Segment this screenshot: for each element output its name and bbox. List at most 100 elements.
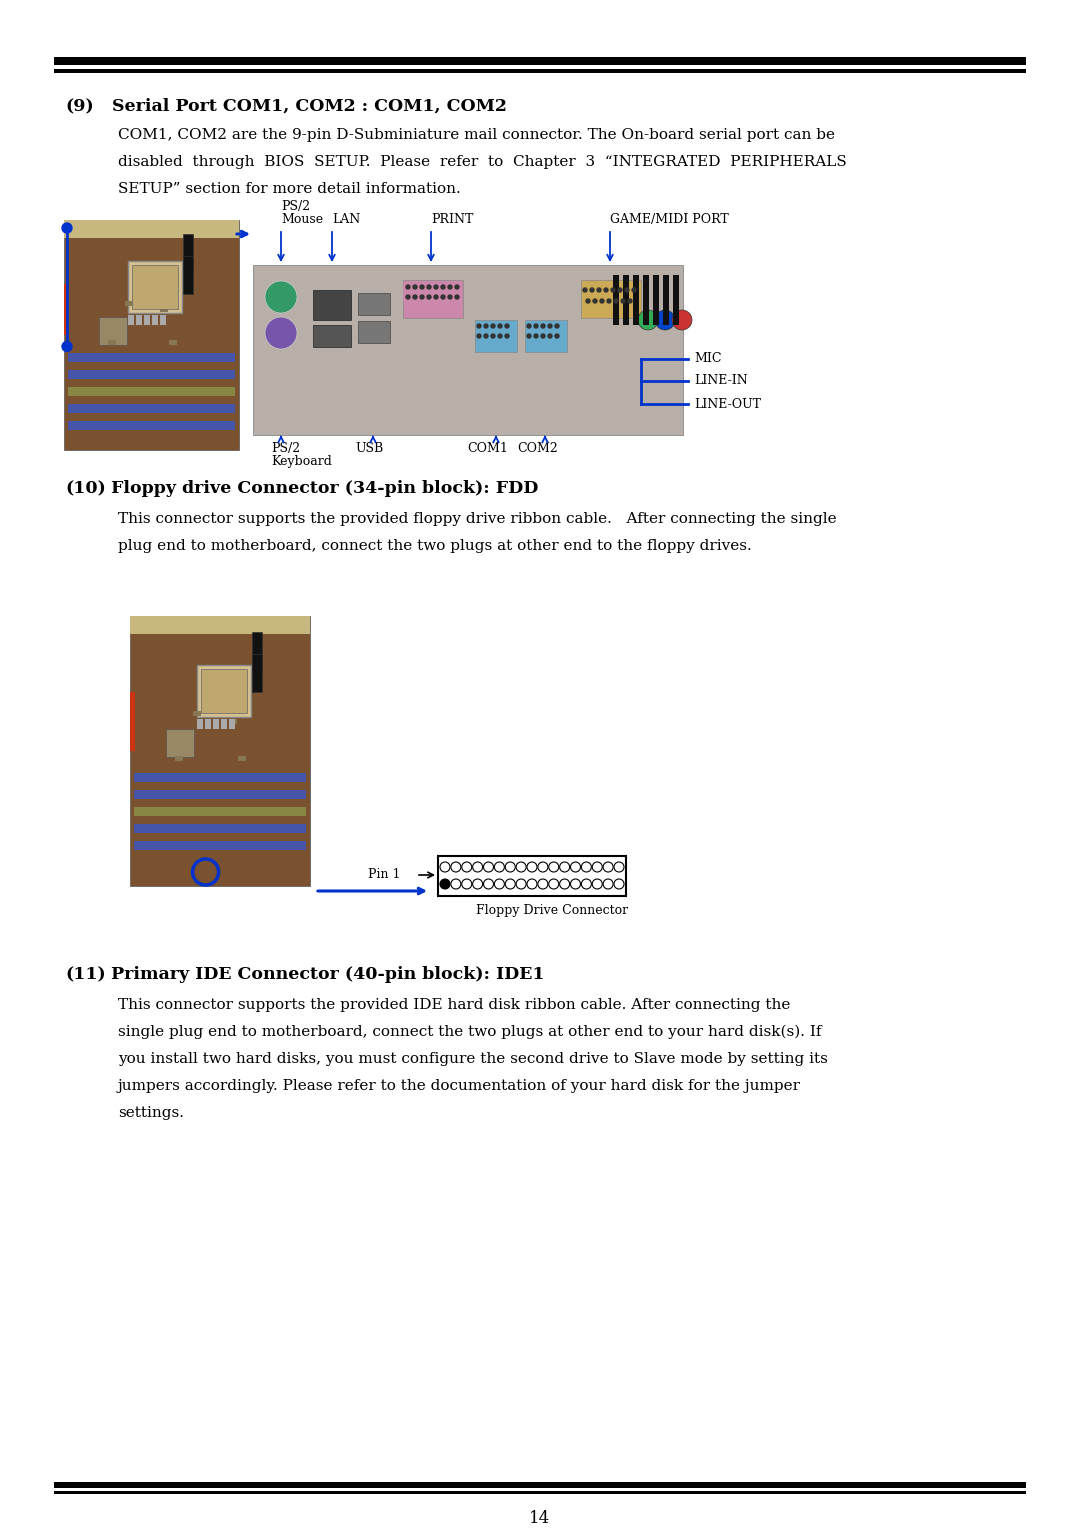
Circle shape (600, 299, 604, 303)
Text: settings.: settings. (118, 1106, 184, 1120)
Circle shape (538, 862, 548, 872)
Bar (130, 616, 310, 886)
Text: (11): (11) (65, 966, 106, 983)
Circle shape (570, 879, 581, 889)
Circle shape (527, 324, 531, 329)
Bar (403, 280, 463, 318)
Circle shape (615, 299, 618, 303)
Circle shape (484, 862, 494, 872)
Circle shape (450, 862, 461, 872)
Bar (64, 220, 239, 238)
Circle shape (495, 879, 504, 889)
Circle shape (420, 295, 424, 299)
Text: Primary IDE Connector (40-pin block): IDE1: Primary IDE Connector (40-pin block): ID… (105, 966, 544, 983)
Text: Mouse: Mouse (281, 212, 323, 226)
Bar (201, 669, 246, 712)
Circle shape (440, 862, 450, 872)
Circle shape (455, 295, 459, 299)
Circle shape (570, 862, 581, 872)
Circle shape (505, 335, 509, 338)
Bar (134, 840, 306, 850)
Circle shape (462, 879, 472, 889)
Circle shape (448, 295, 453, 299)
Circle shape (527, 879, 537, 889)
Circle shape (618, 287, 622, 292)
Bar (54, 1491, 1026, 1494)
Bar (357, 321, 390, 342)
Circle shape (541, 324, 545, 329)
Bar (64, 220, 239, 451)
Bar (134, 824, 306, 833)
Text: COM1, COM2 are the 9-pin D-Subminiature mail connector. The On-board serial port: COM1, COM2 are the 9-pin D-Subminiature … (118, 128, 835, 142)
Circle shape (555, 335, 559, 338)
Bar (220, 718, 227, 729)
Bar (130, 616, 310, 634)
Text: Serial Port COM1, COM2 : COM1, COM2: Serial Port COM1, COM2 : COM1, COM2 (100, 98, 507, 115)
Circle shape (473, 879, 483, 889)
Bar (197, 665, 251, 717)
Text: PS/2: PS/2 (281, 200, 310, 212)
Circle shape (559, 879, 569, 889)
Bar (633, 275, 639, 325)
Circle shape (462, 862, 472, 872)
Circle shape (498, 324, 502, 329)
Circle shape (654, 310, 675, 330)
Circle shape (265, 281, 297, 313)
Circle shape (516, 862, 526, 872)
Text: LINE-OUT: LINE-OUT (694, 397, 761, 411)
Circle shape (477, 324, 481, 329)
Circle shape (420, 286, 424, 289)
Bar (623, 275, 629, 325)
Circle shape (549, 862, 558, 872)
Circle shape (534, 324, 538, 329)
Circle shape (441, 286, 445, 289)
Circle shape (450, 879, 461, 889)
Circle shape (581, 862, 592, 872)
Circle shape (625, 287, 629, 292)
Circle shape (590, 287, 594, 292)
Bar (197, 718, 203, 729)
Circle shape (527, 335, 531, 338)
Bar (357, 293, 390, 315)
Bar (253, 633, 262, 671)
Circle shape (440, 879, 450, 889)
Circle shape (615, 862, 624, 872)
Bar (253, 654, 262, 692)
Circle shape (427, 295, 431, 299)
Circle shape (413, 286, 417, 289)
Circle shape (406, 286, 410, 289)
Circle shape (484, 324, 488, 329)
Bar (581, 280, 642, 318)
Text: you install two hard disks, you must configure the second drive to Slave mode by: you install two hard disks, you must con… (118, 1051, 828, 1067)
Text: COM2: COM2 (517, 442, 557, 455)
Circle shape (597, 287, 600, 292)
Text: disabled  through  BIOS  SETUP.  Please  refer  to  Chapter  3  “INTEGRATED  PER: disabled through BIOS SETUP. Please refe… (118, 154, 847, 170)
Bar (68, 405, 235, 414)
Bar (438, 856, 626, 895)
Circle shape (455, 286, 459, 289)
Bar (136, 315, 141, 325)
Circle shape (473, 862, 483, 872)
Circle shape (638, 310, 658, 330)
Text: jumpers accordingly. Please refer to the documentation of your hard disk for the: jumpers accordingly. Please refer to the… (118, 1079, 801, 1093)
Circle shape (498, 335, 502, 338)
Bar (108, 339, 116, 345)
Circle shape (448, 286, 453, 289)
Circle shape (593, 299, 597, 303)
Bar (213, 718, 218, 729)
Circle shape (632, 287, 636, 292)
Bar (525, 319, 567, 351)
Bar (68, 353, 235, 362)
Circle shape (583, 287, 588, 292)
Bar (64, 284, 69, 335)
Text: Pin 1: Pin 1 (368, 868, 401, 882)
Circle shape (62, 341, 72, 351)
Circle shape (534, 335, 538, 338)
Circle shape (441, 295, 445, 299)
Circle shape (265, 316, 297, 348)
Circle shape (434, 295, 438, 299)
Bar (183, 234, 193, 272)
Circle shape (621, 299, 625, 303)
Circle shape (505, 862, 515, 872)
Bar (643, 275, 649, 325)
